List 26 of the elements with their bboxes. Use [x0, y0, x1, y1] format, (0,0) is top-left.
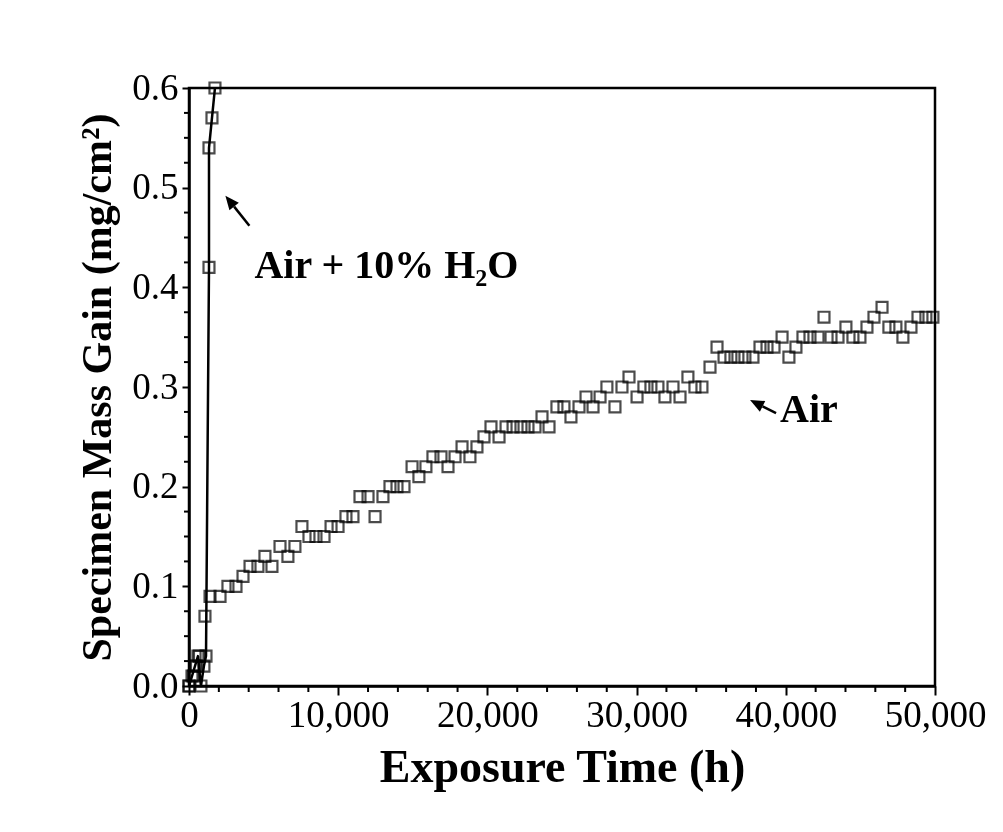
y-tick-label: 0.4: [132, 265, 179, 307]
x-tick-label: 50,000: [884, 693, 987, 735]
point: [205, 111, 219, 125]
y-tick-label: 0.6: [132, 66, 179, 108]
x-tick-label: 40,000: [735, 693, 838, 735]
point: [208, 81, 222, 95]
annotation: Air + 10% H₂O: [254, 241, 519, 287]
x-axis-title: Exposure Time (h): [379, 740, 746, 792]
y-tick-label: 0.1: [132, 564, 179, 606]
x-tick-label: 0: [180, 693, 199, 735]
y-axis-title: Specimen Mass Gain (mg/cm²): [74, 113, 122, 662]
point: [202, 141, 216, 155]
x-tick-label: 10,000: [287, 693, 390, 735]
y-tick-label: 0.3: [132, 365, 179, 407]
x-tick-label: 20,000: [437, 693, 539, 735]
y-tick-label: 0.5: [132, 166, 179, 208]
y-tick-label: 0.2: [132, 465, 179, 507]
point: [191, 649, 205, 663]
point: [197, 659, 211, 673]
point: [185, 669, 199, 683]
point: [202, 260, 216, 274]
y-tick-label: 0.0: [132, 664, 179, 706]
x-tick-label: 30,000: [586, 693, 688, 735]
annotation: Air: [780, 386, 838, 432]
point: [194, 679, 208, 693]
point: [199, 649, 213, 663]
